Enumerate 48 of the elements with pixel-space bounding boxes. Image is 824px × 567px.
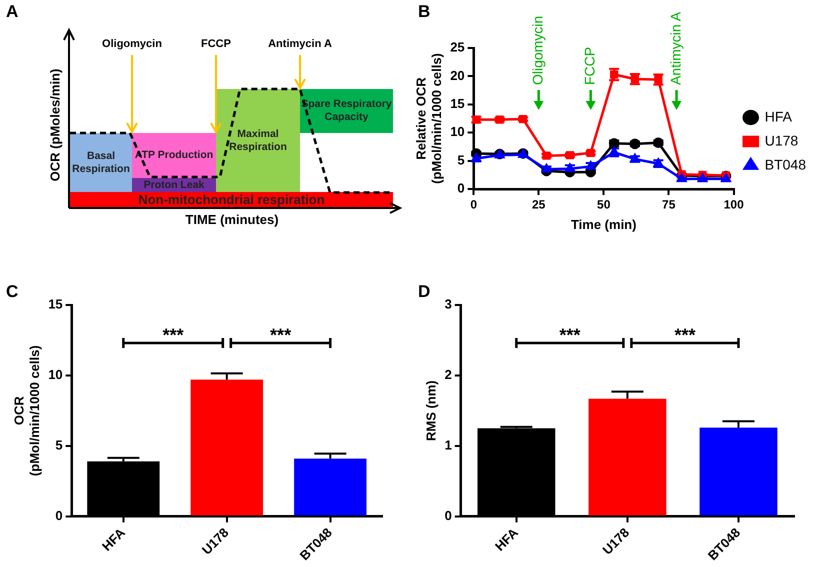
y-tick-label: 15 bbox=[450, 96, 465, 111]
y-tick-label: 5 bbox=[55, 437, 63, 452]
y-tick-label: 15 bbox=[48, 296, 63, 312]
x-axis-title: TIME (minutes) bbox=[185, 212, 279, 227]
colour-block: Proton Leak bbox=[132, 178, 216, 192]
y-tick-label: 20 bbox=[450, 68, 465, 83]
y-tick-label: 1 bbox=[444, 437, 452, 452]
colour-block: Maximal Respiration bbox=[216, 89, 300, 192]
y-axis-title: OCR (pMol/min/1000 cells) bbox=[11, 345, 42, 476]
y-axis-title: RMS (nm) bbox=[423, 380, 438, 442]
annotation: FCCP bbox=[582, 46, 598, 86]
chart-title: B bbox=[418, 2, 430, 22]
x-axis-title: Time (min) bbox=[570, 216, 636, 232]
colour-block: Non-mitochondrial respiration bbox=[70, 192, 393, 207]
y-tick-label: 25 bbox=[450, 40, 465, 55]
annotation: Oligomycin bbox=[530, 16, 546, 86]
y-axis-title: OCR (pMoles/min) bbox=[48, 68, 62, 182]
legend-label: U178 bbox=[764, 132, 798, 148]
annotation: *** bbox=[559, 325, 580, 346]
x-tick-label: 25 bbox=[532, 198, 546, 212]
text: Oligomycin bbox=[102, 38, 162, 50]
y-axis-title: Relative OCR (pMol/min/1000 cells) bbox=[413, 53, 444, 184]
chart-title: D bbox=[418, 282, 430, 302]
annotation: *** bbox=[674, 325, 696, 346]
y-tick-label: 2 bbox=[444, 367, 452, 382]
annotation: Antimycin A bbox=[667, 11, 684, 86]
legend-label: HFA bbox=[764, 108, 793, 124]
x-tick-label: 75 bbox=[662, 198, 676, 212]
chart-title: C bbox=[6, 282, 18, 302]
text: FCCP bbox=[201, 38, 231, 50]
y-tick-label: 0 bbox=[444, 508, 452, 523]
y-tick-label: 10 bbox=[48, 367, 63, 382]
x-tick-label: 50 bbox=[597, 198, 611, 212]
x-tick-label: 100 bbox=[724, 198, 744, 212]
y-tick-label: 3 bbox=[444, 296, 452, 312]
y-tick-label: 5 bbox=[457, 152, 465, 168]
y-tick-label: 10 bbox=[450, 124, 465, 140]
legend-label: BT048 bbox=[764, 156, 806, 172]
chart-title: A bbox=[6, 2, 18, 22]
y-tick-label: 0 bbox=[55, 508, 63, 523]
colour-block: Basal Respiration bbox=[70, 133, 132, 192]
y-tick-label: 0 bbox=[457, 180, 465, 196]
annotation: *** bbox=[162, 325, 184, 346]
x-tick-label: 0 bbox=[470, 198, 478, 212]
x-tick-label: HFA bbox=[99, 524, 128, 554]
annotation: *** bbox=[270, 325, 292, 346]
x-tick-label: HFA bbox=[492, 524, 522, 554]
text: Antimycin A bbox=[268, 38, 332, 50]
